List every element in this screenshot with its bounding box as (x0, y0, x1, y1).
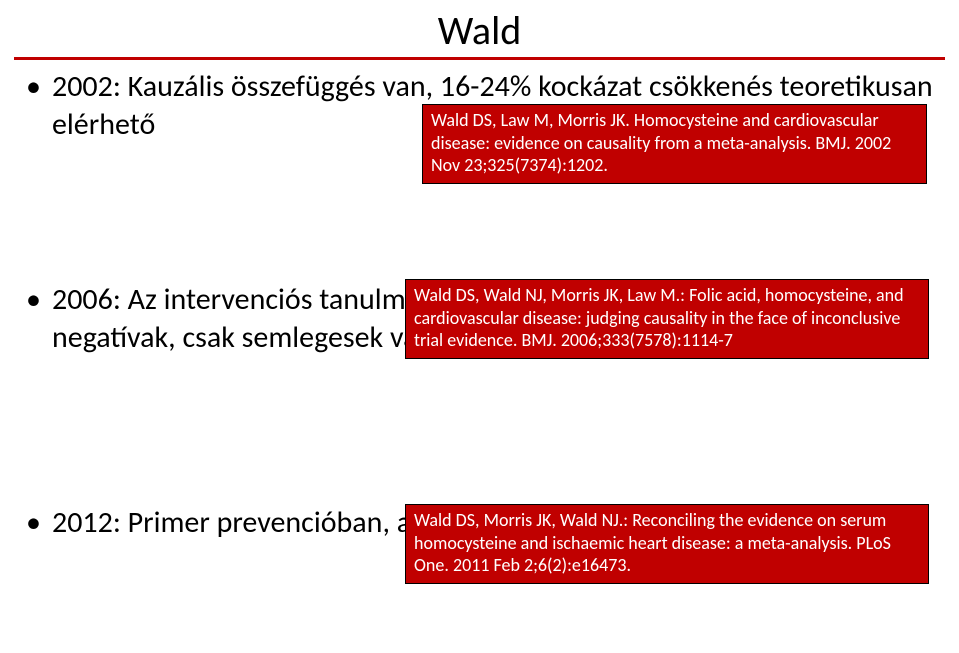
citation-box-2002: Wald DS, Law M, Morris JK. Homocysteine … (422, 104, 927, 184)
citation-box-2012: Wald DS, Morris JK, Wald NJ.: Reconcilin… (405, 504, 929, 584)
citation-2012-text: Wald DS, Morris JK, Wald NJ.: Reconcilin… (414, 509, 891, 576)
slide: Wald 2002: Kauzális összefüggés van, 16-… (0, 0, 959, 653)
citation-2002-text: Wald DS, Law M, Morris JK. Homocysteine … (431, 109, 891, 176)
spacer (26, 366, 933, 494)
citation-2006-text: Wald DS, Wald NJ, Morris JK, Law M.: Fol… (414, 284, 904, 351)
citation-box-2006: Wald DS, Wald NJ, Morris JK, Law M.: Fol… (405, 279, 929, 359)
title-rule (14, 57, 945, 60)
slide-title: Wald (0, 0, 959, 57)
